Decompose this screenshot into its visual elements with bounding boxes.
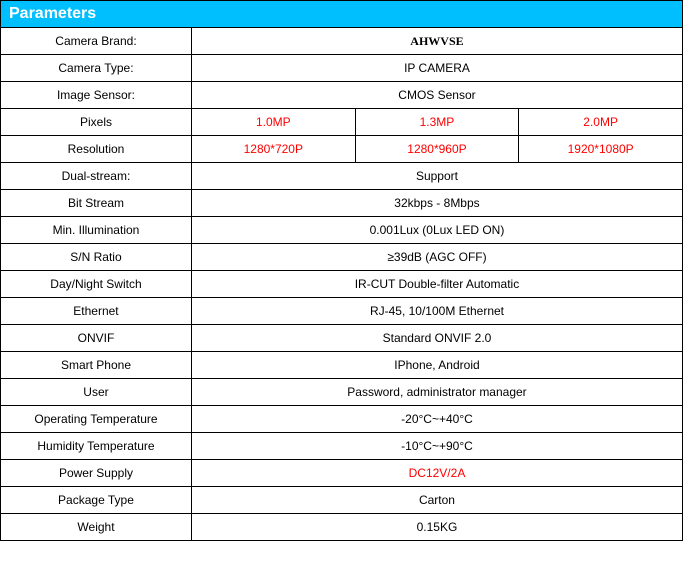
label-resolution: Resolution	[1, 136, 192, 163]
row-weight: Weight 0.15KG	[1, 514, 683, 541]
table-header-title: Parameters	[1, 1, 683, 28]
value-humidity-temp: -10°C~+90°C	[191, 433, 682, 460]
row-package-type: Package Type Carton	[1, 487, 683, 514]
value-user: Password, administrator manager	[191, 379, 682, 406]
value-resolution-2: 1280*960P	[355, 136, 519, 163]
value-image-sensor: CMOS Sensor	[191, 82, 682, 109]
row-power-supply: Power Supply DC12V/2A	[1, 460, 683, 487]
value-operating-temp: -20°C~+40°C	[191, 406, 682, 433]
row-humidity-temp: Humidity Temperature -10°C~+90°C	[1, 433, 683, 460]
value-power-supply: DC12V/2A	[191, 460, 682, 487]
label-onvif: ONVIF	[1, 325, 192, 352]
row-operating-temp: Operating Temperature -20°C~+40°C	[1, 406, 683, 433]
table-header-row: Parameters	[1, 1, 683, 28]
value-weight: 0.15KG	[191, 514, 682, 541]
row-ethernet: Ethernet RJ-45, 10/100M Ethernet	[1, 298, 683, 325]
value-pixels-3: 2.0MP	[519, 109, 683, 136]
label-smart-phone: Smart Phone	[1, 352, 192, 379]
value-resolution-1: 1280*720P	[191, 136, 355, 163]
row-camera-type: Camera Type: IP CAMERA	[1, 55, 683, 82]
row-camera-brand: Camera Brand: AHWVSE	[1, 28, 683, 55]
row-resolution: Resolution 1280*720P 1280*960P 1920*1080…	[1, 136, 683, 163]
row-day-night: Day/Night Switch IR-CUT Double-filter Au…	[1, 271, 683, 298]
label-humidity-temp: Humidity Temperature	[1, 433, 192, 460]
value-ethernet: RJ-45, 10/100M Ethernet	[191, 298, 682, 325]
row-pixels: Pixels 1.0MP 1.3MP 2.0MP	[1, 109, 683, 136]
value-min-illumination: 0.001Lux (0Lux LED ON)	[191, 217, 682, 244]
value-camera-type: IP CAMERA	[191, 55, 682, 82]
row-smart-phone: Smart Phone IPhone, Android	[1, 352, 683, 379]
value-pixels-1: 1.0MP	[191, 109, 355, 136]
value-dual-stream: Support	[191, 163, 682, 190]
label-min-illumination: Min. Illumination	[1, 217, 192, 244]
row-sn-ratio: S/N Ratio ≥39dB (AGC OFF)	[1, 244, 683, 271]
value-pixels-2: 1.3MP	[355, 109, 519, 136]
label-ethernet: Ethernet	[1, 298, 192, 325]
label-user: User	[1, 379, 192, 406]
value-bit-stream: 32kbps - 8Mbps	[191, 190, 682, 217]
label-camera-type: Camera Type:	[1, 55, 192, 82]
label-image-sensor: Image Sensor:	[1, 82, 192, 109]
label-sn-ratio: S/N Ratio	[1, 244, 192, 271]
label-day-night: Day/Night Switch	[1, 271, 192, 298]
row-bit-stream: Bit Stream 32kbps - 8Mbps	[1, 190, 683, 217]
value-smart-phone: IPhone, Android	[191, 352, 682, 379]
label-package-type: Package Type	[1, 487, 192, 514]
value-resolution-3: 1920*1080P	[519, 136, 683, 163]
row-dual-stream: Dual-stream: Support	[1, 163, 683, 190]
label-bit-stream: Bit Stream	[1, 190, 192, 217]
value-camera-brand: AHWVSE	[191, 28, 682, 55]
value-sn-ratio: ≥39dB (AGC OFF)	[191, 244, 682, 271]
row-onvif: ONVIF Standard ONVIF 2.0	[1, 325, 683, 352]
label-camera-brand: Camera Brand:	[1, 28, 192, 55]
label-power-supply: Power Supply	[1, 460, 192, 487]
parameters-table: Parameters Camera Brand: AHWVSE Camera T…	[0, 0, 683, 541]
value-day-night: IR-CUT Double-filter Automatic	[191, 271, 682, 298]
label-operating-temp: Operating Temperature	[1, 406, 192, 433]
label-pixels: Pixels	[1, 109, 192, 136]
row-min-illumination: Min. Illumination 0.001Lux (0Lux LED ON)	[1, 217, 683, 244]
row-user: User Password, administrator manager	[1, 379, 683, 406]
value-package-type: Carton	[191, 487, 682, 514]
label-weight: Weight	[1, 514, 192, 541]
label-dual-stream: Dual-stream:	[1, 163, 192, 190]
row-image-sensor: Image Sensor: CMOS Sensor	[1, 82, 683, 109]
value-onvif: Standard ONVIF 2.0	[191, 325, 682, 352]
